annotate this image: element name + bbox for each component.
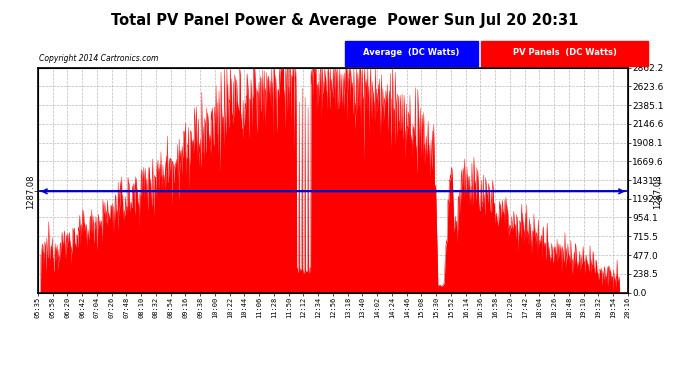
Bar [482, 41, 649, 66]
Text: Average  (DC Watts): Average (DC Watts) [364, 48, 460, 57]
Bar [345, 41, 478, 66]
Text: 1287.08: 1287.08 [653, 174, 662, 208]
Text: Copyright 2014 Cartronics.com: Copyright 2014 Cartronics.com [39, 54, 159, 63]
Text: PV Panels  (DC Watts): PV Panels (DC Watts) [513, 48, 617, 57]
Text: Total PV Panel Power & Average  Power Sun Jul 20 20:31: Total PV Panel Power & Average Power Sun… [111, 13, 579, 28]
